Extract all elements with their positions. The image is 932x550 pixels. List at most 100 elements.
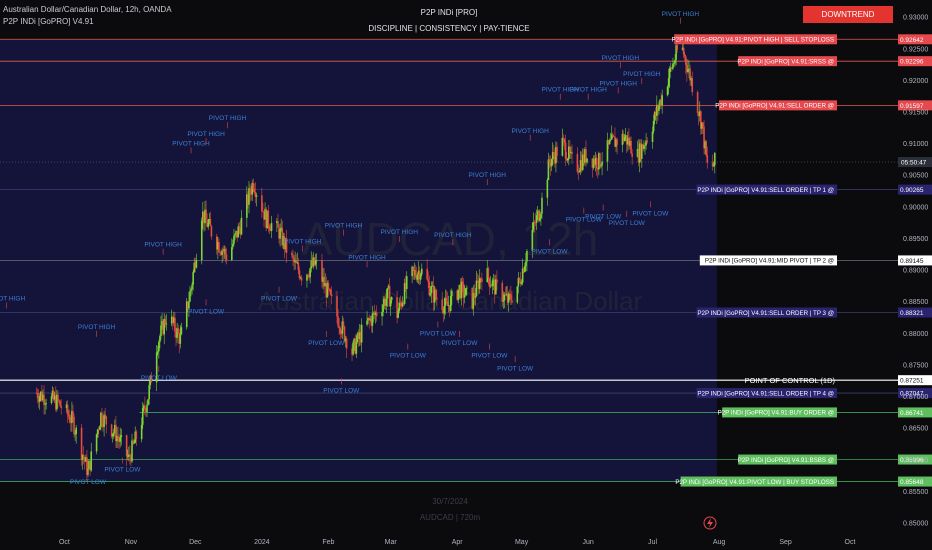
candle-body	[97, 429, 100, 431]
candle-body	[495, 279, 497, 295]
candle-body	[120, 435, 123, 437]
candle-body	[255, 195, 258, 197]
candle-body	[676, 45, 679, 50]
candle-body	[600, 165, 602, 167]
candle-body	[657, 105, 659, 111]
x-tick-label: Jul	[648, 539, 657, 546]
y-tick-label: 0.89000	[903, 268, 928, 275]
candle-body	[580, 159, 583, 170]
level-label-box	[696, 388, 837, 399]
candle-body	[71, 411, 73, 423]
candle-body	[578, 170, 581, 173]
candle-body	[156, 351, 159, 353]
level-price-label: 0.85996	[900, 457, 924, 464]
candle-body	[263, 211, 265, 220]
candle-body	[191, 284, 193, 290]
candle-body	[630, 140, 632, 154]
candle-body	[367, 317, 369, 321]
pivot-label: PIVOT LOW	[261, 296, 298, 303]
candle-body	[507, 293, 510, 303]
candle-body	[321, 260, 323, 282]
level-price-label: 0.89145	[900, 258, 924, 265]
candle-body	[114, 424, 116, 433]
y-tick-label: 0.91500	[903, 109, 928, 116]
candle-body	[134, 431, 137, 443]
y-tick-label: 0.86000	[903, 457, 928, 464]
candle-body	[85, 457, 87, 462]
candle-body	[373, 312, 376, 316]
pivot-label: PIVOT HIGH	[569, 87, 607, 94]
pivot-label: PIVOT LOW	[390, 353, 427, 360]
symbol-title[interactable]: Australian Dollar/Canadian Dollar, 12h, …	[3, 5, 172, 14]
candle-body	[385, 298, 388, 306]
candle-body	[491, 280, 494, 287]
candle-body	[129, 454, 131, 458]
pivot-label: PIVOT LOW	[323, 387, 360, 394]
candle-body	[533, 222, 536, 224]
candle-body	[381, 311, 383, 317]
candle-body	[403, 282, 406, 304]
y-tick-label: 0.85000	[903, 521, 928, 528]
candle-body	[382, 304, 384, 312]
pivot-label: PIVOT LOW	[420, 330, 457, 337]
candle-body	[522, 268, 525, 272]
candle-body	[643, 145, 645, 149]
level-price-tag	[898, 100, 932, 111]
candle-body	[686, 65, 688, 72]
candle-body	[219, 252, 221, 253]
flash-icon[interactable]	[703, 516, 717, 530]
candle-body	[343, 326, 346, 342]
candle-body	[254, 191, 257, 197]
x-tick-label: Apr	[452, 539, 464, 546]
candle-body	[309, 268, 311, 278]
candle-body	[341, 321, 344, 334]
candle-body	[521, 268, 524, 283]
candle-body	[173, 317, 175, 323]
x-tick-label: Sep	[779, 539, 792, 546]
candle-body	[330, 294, 333, 297]
candle-body	[511, 299, 513, 303]
candle-body	[585, 149, 587, 163]
candle-body	[326, 283, 329, 298]
candle-body	[416, 274, 419, 280]
candle-body	[668, 68, 671, 79]
candle-body	[237, 226, 240, 238]
pivot-label: PIVOT HIGH	[623, 71, 661, 78]
candle-body	[427, 279, 430, 282]
candle-body	[355, 341, 358, 354]
candle-body	[688, 68, 690, 70]
level-price-tag	[898, 255, 932, 266]
candle-body	[205, 209, 207, 220]
candle-body	[224, 248, 227, 255]
candle-body	[371, 313, 374, 326]
candle-body	[225, 254, 228, 260]
pivot-label: PIVOT HIGH	[662, 11, 700, 18]
candle-body	[660, 99, 662, 106]
level-price-label: 0.85648	[900, 479, 924, 486]
candle-body	[504, 294, 507, 296]
pivot-label: PIVOT HIGH	[284, 238, 322, 245]
candle-body	[536, 210, 539, 216]
level-label: P2P INDi [GoPRO] V4.91:SELL ORDER | TP 3…	[697, 310, 834, 317]
candle-body	[411, 266, 413, 277]
candle-body	[681, 47, 684, 50]
candle-body	[345, 338, 348, 349]
candle-body	[146, 404, 148, 412]
candle-body	[155, 352, 158, 383]
candle-body	[189, 291, 191, 302]
candle-body	[466, 287, 468, 289]
candle-body	[125, 435, 128, 457]
x-tick-label: May	[515, 539, 529, 546]
candle-body	[622, 133, 625, 141]
pivot-label: PIVOT HIGH	[325, 223, 363, 230]
candle-body	[203, 211, 205, 224]
candle-body	[595, 157, 598, 169]
candle-body	[700, 111, 702, 129]
candle-body	[60, 406, 62, 409]
candle-body	[148, 385, 150, 400]
candle-body	[520, 282, 523, 284]
indicator-title[interactable]: P2P INDi [GoPRO] V4.91	[3, 17, 94, 26]
candle-body	[351, 348, 353, 355]
candle-body	[336, 296, 338, 317]
